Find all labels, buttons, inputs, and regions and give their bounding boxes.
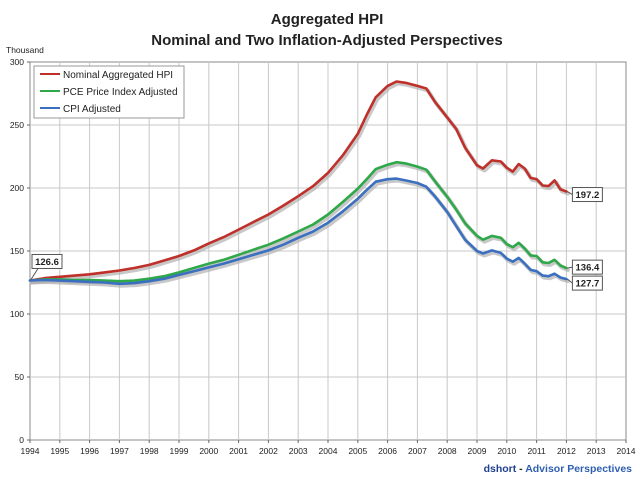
legend-label-pce: PCE Price Index Adjusted (63, 87, 178, 98)
callout-label: 126.6 (35, 257, 59, 268)
callout-label: 197.2 (576, 190, 600, 201)
x-tick-label: 2007 (408, 446, 427, 456)
callout-box (571, 187, 603, 203)
x-tick-label: 2004 (319, 446, 338, 456)
callout-label: 136.4 (576, 263, 600, 274)
axes: 1994 1995 1996 1997 1998 1999 2000 2001 2002 2003… (10, 57, 636, 456)
callouts: 126.6 197.2 136.4 127.7 (30, 187, 603, 291)
series-lines (28, 80, 570, 288)
y-tick-label: 250 (10, 120, 24, 130)
callout-label: 127.7 (576, 279, 600, 290)
legend: Nominal Aggregated HPI PCE Price Index A… (33, 65, 185, 119)
credit-org: Advisor Perspectives (525, 463, 632, 475)
x-tick-label: 1998 (140, 446, 159, 456)
callout-leader (567, 266, 573, 269)
y-tick-label: 150 (10, 246, 24, 256)
y-tick-label: 100 (10, 309, 24, 319)
callout-leader (567, 191, 573, 195)
grid (30, 62, 626, 440)
x-tick-label: 2002 (259, 446, 278, 456)
y-tick-label: 200 (10, 183, 24, 193)
x-tick-label: 1996 (80, 446, 99, 456)
x-tick-label: 1994 (21, 446, 40, 456)
series-line-1 (28, 160, 568, 283)
x-tick-label: 1999 (170, 446, 189, 456)
legend-label-cpi: CPI Adjusted (63, 104, 121, 115)
callout-leader (567, 278, 573, 284)
x-tick-label: 1997 (110, 446, 129, 456)
credit-separator: - (516, 463, 525, 475)
y-tick-label: 0 (19, 435, 24, 445)
series-line-2 (28, 177, 568, 286)
y-axis-unit-label: Thousand (6, 45, 44, 55)
x-tick-label: 2008 (438, 446, 457, 456)
chart-title: Aggregated HPI (271, 11, 384, 28)
x-tick-label: 1995 (50, 446, 69, 456)
x-tick-label: 2009 (468, 446, 487, 456)
legend-label-nominal: Nominal Aggregated HPI (63, 70, 173, 81)
credit: dshort - Advisor Perspectives (484, 463, 633, 475)
callout-box (571, 275, 603, 291)
x-tick-label: 2013 (587, 446, 606, 456)
callout-box (31, 253, 63, 269)
x-tick-label: 2012 (557, 446, 576, 456)
x-tick-label: 2003 (289, 446, 308, 456)
x-tick-label: 2006 (378, 446, 397, 456)
chart-subtitle: Nominal and Two Inflation-Adjusted Persp… (151, 32, 502, 49)
credit-name: dshort (484, 463, 517, 475)
x-tick-label: 2014 (617, 446, 636, 456)
callout-box (571, 259, 603, 275)
x-tick-label: 2000 (199, 446, 218, 456)
x-tick-label: 2011 (527, 446, 546, 456)
series-line-0 (28, 80, 568, 282)
x-tick-label: 2005 (348, 446, 367, 456)
x-tick-label: 2010 (497, 446, 516, 456)
x-tick-label: 2001 (229, 446, 248, 456)
y-tick-label: 300 (10, 57, 24, 67)
callout-leader (30, 268, 39, 280)
y-tick-label: 50 (15, 372, 25, 382)
